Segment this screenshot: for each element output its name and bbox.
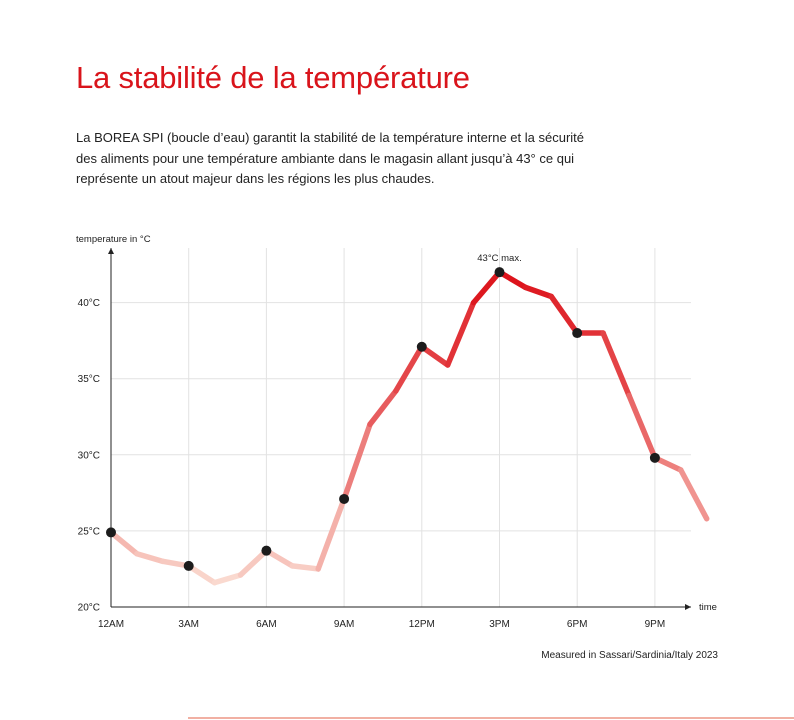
- temperature-line-segment: [289, 563, 321, 572]
- y-tick-label: 30°C: [78, 450, 100, 461]
- temperature-line-segment: [108, 529, 140, 557]
- data-point-marker: [416, 341, 427, 352]
- x-tick-label: 12AM: [98, 619, 124, 630]
- data-point-marker: [339, 493, 350, 504]
- x-tick-label: 9PM: [645, 619, 666, 630]
- temperature-line-segment: [444, 299, 477, 368]
- temperature-line-segment: [626, 392, 658, 461]
- temperature-line-segment: [419, 343, 451, 368]
- temperature-line-segment: [134, 550, 166, 565]
- x-tick-label: 12PM: [409, 619, 435, 630]
- temperature-line-segment: [470, 269, 503, 306]
- temperature-line-segment: [393, 343, 425, 394]
- footer-divider: [188, 717, 794, 719]
- x-tick-label: 3AM: [178, 619, 199, 630]
- y-tick-label: 25°C: [78, 526, 100, 537]
- x-tick-label: 6PM: [567, 619, 588, 630]
- axes: [108, 248, 691, 610]
- temperature-line-segment: [548, 293, 580, 336]
- x-tick-label: 9AM: [334, 619, 355, 630]
- data-point-marker: [261, 545, 272, 556]
- data-markers: [106, 267, 660, 571]
- temperature-line-segment: [367, 388, 399, 428]
- page-title: La stabilité de la température: [76, 60, 470, 95]
- grid-lines: [111, 248, 691, 607]
- temperature-series: [108, 269, 710, 586]
- x-tick-label: 3PM: [489, 619, 510, 630]
- temperature-line-segment: [237, 547, 270, 578]
- max-annotation: 43°C max.: [477, 253, 521, 264]
- temperature-line-segment: [600, 330, 632, 399]
- source-footnote: Measured in Sassari/Sardinia/Italy 2023: [541, 650, 718, 661]
- y-axis-title: temperature in °C: [76, 234, 151, 245]
- temperature-line-segment: [522, 284, 555, 300]
- temperature-line-segment: [341, 421, 373, 502]
- x-axis-title: time: [699, 602, 717, 613]
- temperature-line-segment: [315, 496, 347, 572]
- x-tick-label: 6AM: [256, 619, 277, 630]
- temperature-line-segment: [185, 563, 218, 586]
- temperature-line-segment: [211, 572, 244, 586]
- temperature-line-segment: [263, 547, 296, 569]
- data-point-marker: [649, 452, 660, 463]
- intro-paragraph: La BOREA SPI (boucle d’eau) garantit la …: [76, 130, 585, 186]
- data-point-marker: [494, 267, 505, 278]
- y-tick-label: 35°C: [78, 374, 100, 385]
- data-point-marker: [106, 527, 116, 538]
- temperature-line-segment: [678, 467, 710, 522]
- y-tick-label: 40°C: [78, 298, 100, 309]
- y-tick-label: 20°C: [78, 603, 100, 614]
- temperature-line-segment: [496, 269, 529, 291]
- tick-labels: 20°C 25°C 30°C 35°C 40°C 12AM 3AM 6AM 9AM 12PM 3PM…: [76, 234, 717, 630]
- data-point-marker: [183, 560, 194, 571]
- data-point-marker: [572, 328, 583, 339]
